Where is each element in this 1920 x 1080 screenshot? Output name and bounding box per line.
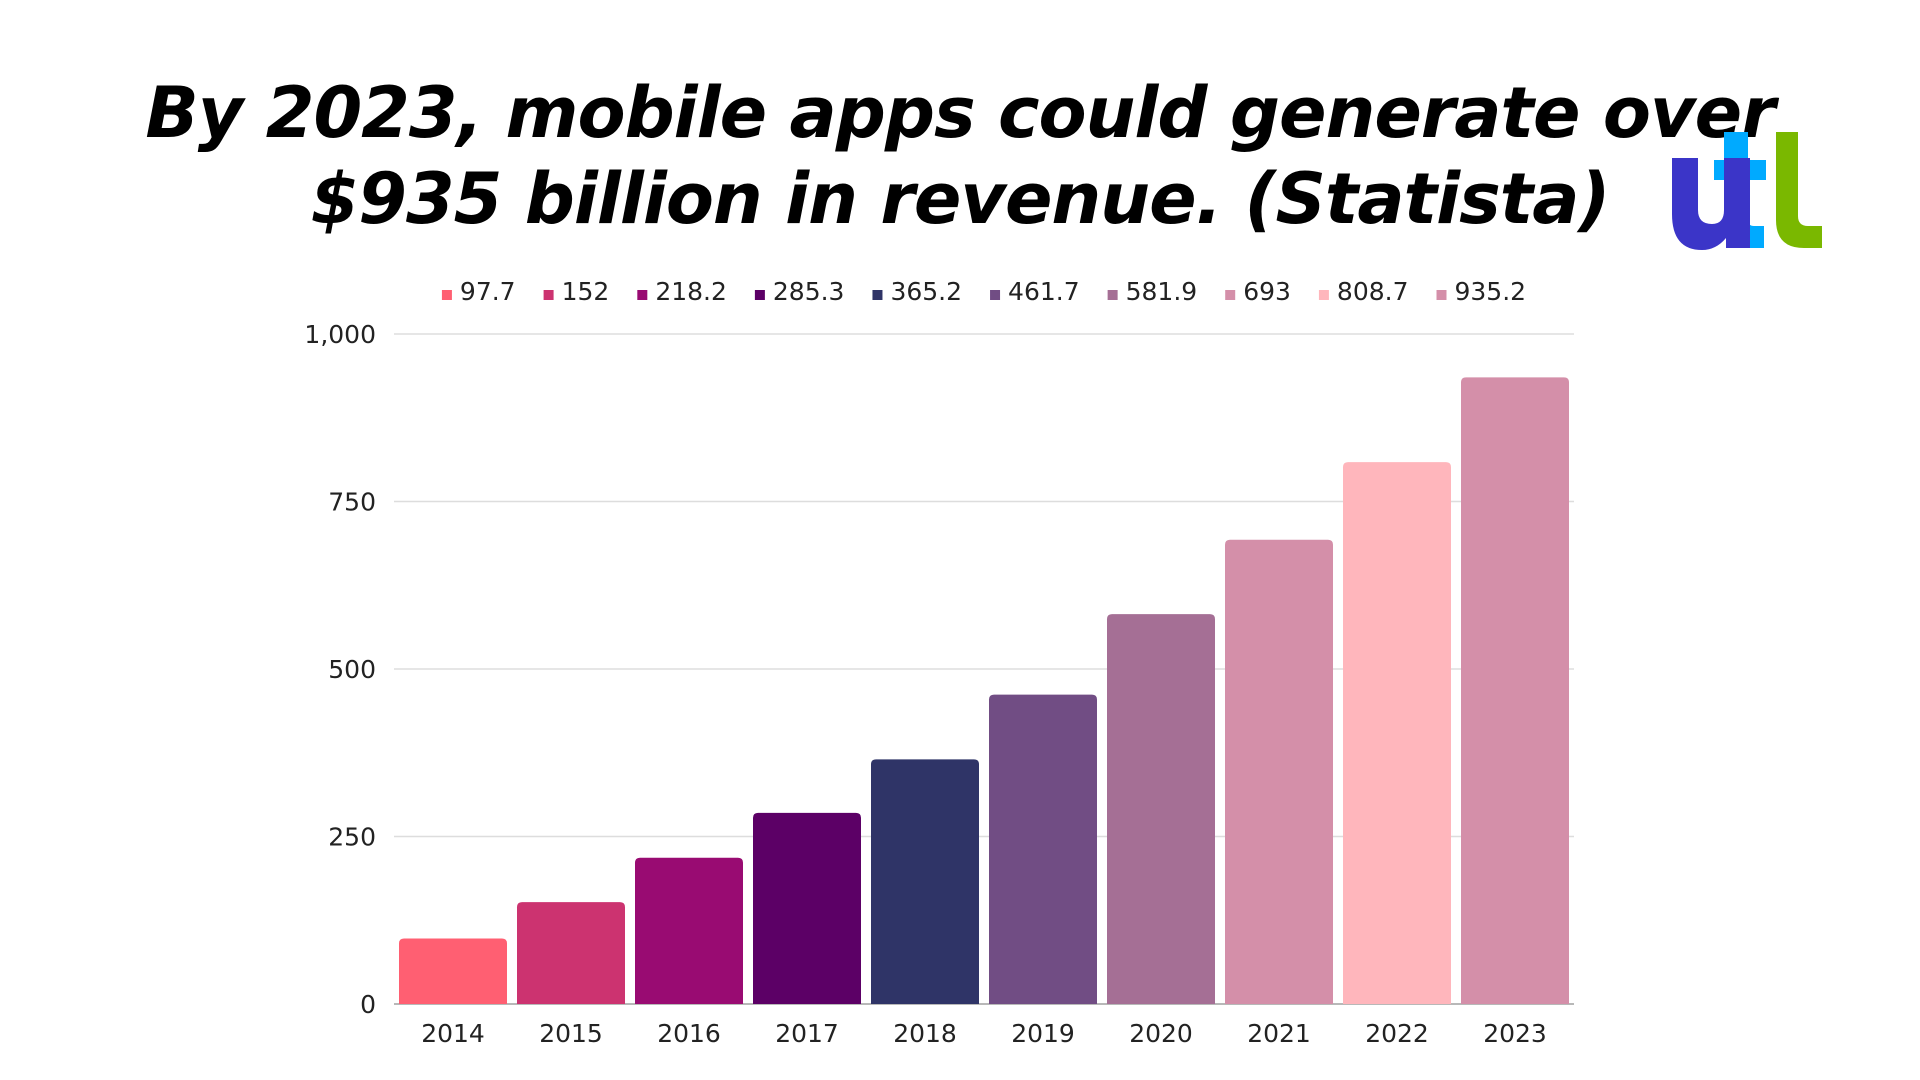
legend-label: 285.3 [773,277,845,306]
x-tick-label: 2019 [1011,1019,1075,1048]
x-tick-label: 2016 [657,1019,721,1048]
x-tick-label: 2022 [1365,1019,1429,1048]
x-tick-label: 2014 [421,1019,485,1048]
bar-2022 [1343,462,1451,1004]
legend-item: 693 [1225,277,1291,306]
x-tick-label: 2021 [1247,1019,1311,1048]
legend-item: 97.7 [441,277,516,306]
legend-item: 218.2 [637,277,727,306]
legend-swatch [990,290,1001,300]
bar-2020 [1107,614,1215,1004]
x-tick-label: 2017 [775,1019,839,1048]
legend-label: 581.9 [1126,277,1198,306]
legend-label: 365.2 [890,277,962,306]
legend-swatch [1107,290,1118,300]
legend-label: 693 [1243,277,1291,306]
utl-logo-icon [1672,132,1822,250]
utl-logo [1672,128,1822,250]
legend-swatch [1318,290,1329,300]
y-tick-label: 500 [328,655,376,684]
legend-item: 808.7 [1318,277,1409,306]
bar-2014 [399,938,507,1004]
bars [399,377,1569,1004]
legend-item: 365.2 [872,277,962,306]
legend-swatch [1225,290,1236,300]
legend-label: 935.2 [1455,277,1527,306]
legend-item: 461.7 [990,277,1080,306]
chart-title-line-2: $935 billion in revenue. (Statista) [310,158,1611,240]
legend-swatch [441,290,452,300]
legend-item: 285.3 [754,277,845,306]
legend-swatch [543,290,554,300]
bar-2018 [871,759,979,1004]
legend: 97.7 152 218.2 285.3 365.2 461.7 581.9 693 808.7… [441,277,1527,306]
x-tick-label: 2023 [1483,1019,1547,1048]
x-axis-tick-labels: 2014 2015 2016 2017 2018 2019 2020 2021 2022 2023 [421,1019,1547,1048]
y-tick-label: 1,000 [304,320,376,349]
bar-2023 [1461,377,1569,1004]
y-tick-label: 250 [328,823,376,852]
legend-swatch [754,290,765,300]
legend-swatch [637,290,648,300]
bar-2021 [1225,539,1333,1004]
y-tick-label: 750 [328,488,376,517]
chart-title: By 2023, mobile apps could generate over… [0,70,1920,242]
bar-2015 [517,902,625,1004]
legend-label: 97.7 [460,277,516,306]
legend-item: 152 [543,277,610,306]
x-tick-label: 2015 [539,1019,603,1048]
legend-label: 152 [562,277,610,306]
bar-2016 [635,857,743,1004]
legend-label: 218.2 [655,277,727,306]
legend-item: 581.9 [1107,277,1198,306]
bar-2019 [989,694,1097,1004]
y-axis-tick-labels: 0 250 500 750 1,000 [304,320,376,1019]
x-tick-label: 2020 [1129,1019,1193,1048]
bar-2017 [753,812,861,1004]
legend-label: 461.7 [1008,277,1080,306]
chart-title-line-1: By 2023, mobile apps could generate over [145,72,1775,154]
legend-item: 935.2 [1436,277,1527,306]
y-tick-label: 0 [360,990,376,1019]
x-tick-label: 2018 [893,1019,957,1048]
legend-label: 808.7 [1337,277,1409,306]
legend-swatch [872,290,883,300]
legend-swatch [1436,290,1447,300]
